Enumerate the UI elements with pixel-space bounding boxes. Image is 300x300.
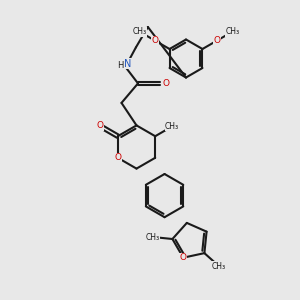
Text: O: O — [96, 121, 103, 130]
Text: CH₃: CH₃ — [225, 27, 239, 36]
Text: H: H — [117, 61, 123, 70]
Text: O: O — [114, 153, 121, 162]
Text: CH₃: CH₃ — [212, 262, 226, 271]
Text: CH₃: CH₃ — [146, 232, 160, 242]
Text: N: N — [124, 59, 131, 69]
Text: O: O — [180, 253, 187, 262]
Text: O: O — [152, 36, 159, 45]
Text: CH₃: CH₃ — [165, 122, 179, 131]
Text: O: O — [213, 36, 220, 45]
Text: CH₃: CH₃ — [133, 27, 147, 36]
Text: O: O — [163, 79, 170, 88]
